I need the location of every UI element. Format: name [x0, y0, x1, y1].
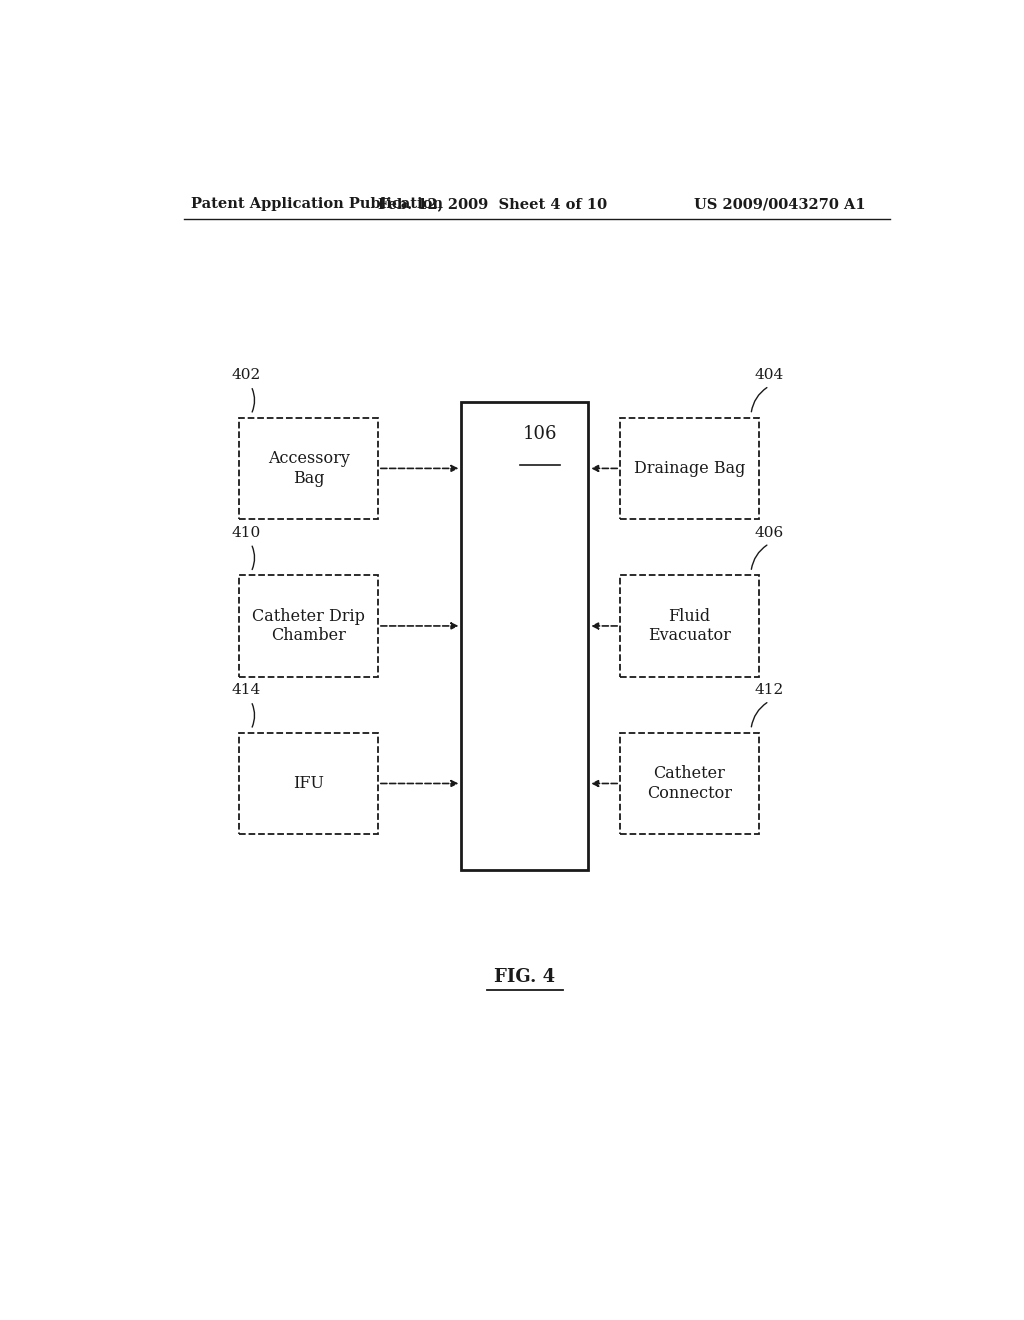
- Text: Drainage Bag: Drainage Bag: [634, 459, 745, 477]
- Bar: [620, 576, 759, 677]
- Text: Patent Application Publication: Patent Application Publication: [191, 197, 443, 211]
- Text: 410: 410: [231, 525, 260, 540]
- Text: 406: 406: [755, 525, 784, 540]
- Text: 414: 414: [231, 682, 260, 697]
- Bar: [240, 417, 378, 519]
- Text: Catheter
Connector: Catheter Connector: [647, 766, 732, 801]
- Bar: [240, 576, 378, 677]
- Text: Accessory
Bag: Accessory Bag: [267, 450, 349, 487]
- Text: Catheter Drip
Chamber: Catheter Drip Chamber: [252, 607, 365, 644]
- Text: 106: 106: [523, 425, 557, 442]
- Bar: [240, 733, 378, 834]
- Text: FIG. 4: FIG. 4: [495, 968, 555, 986]
- Text: 402: 402: [231, 368, 260, 381]
- Text: IFU: IFU: [293, 775, 324, 792]
- Bar: [620, 733, 759, 834]
- Text: Feb. 12, 2009  Sheet 4 of 10: Feb. 12, 2009 Sheet 4 of 10: [379, 197, 607, 211]
- Text: 412: 412: [755, 682, 784, 697]
- Text: 404: 404: [755, 368, 784, 381]
- Bar: [461, 403, 588, 870]
- Text: Fluid
Evacuator: Fluid Evacuator: [648, 607, 731, 644]
- Bar: [620, 417, 759, 519]
- Text: US 2009/0043270 A1: US 2009/0043270 A1: [694, 197, 866, 211]
